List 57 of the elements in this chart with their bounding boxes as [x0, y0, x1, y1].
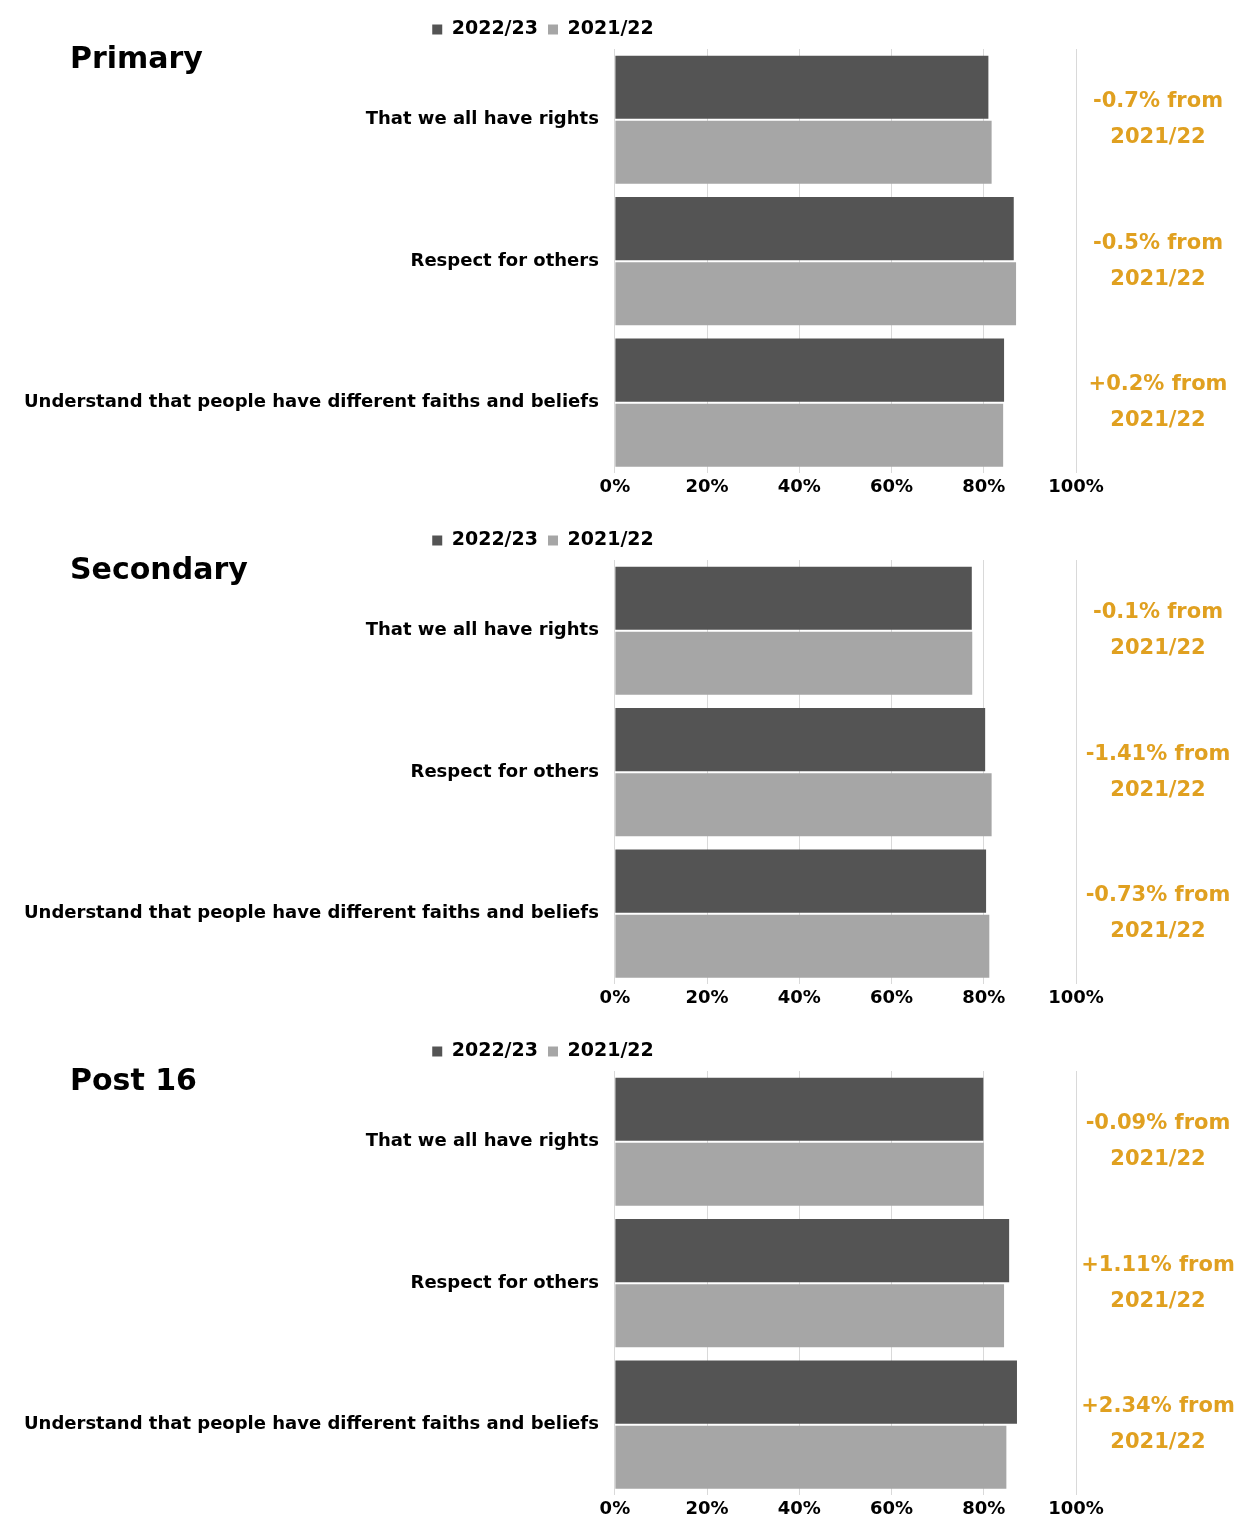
- legend-label: 2022/23: [451, 16, 538, 39]
- x-tick-label: 100%: [1048, 985, 1104, 1007]
- text: Post 16: [70, 1062, 197, 1097]
- legend-label: 2021/22: [567, 527, 654, 550]
- y-tick-label: Respect for others: [410, 1270, 599, 1292]
- bar: [615, 55, 989, 119]
- x-tick-label: 60%: [870, 474, 914, 496]
- legend-label: 2022/23: [451, 1038, 538, 1061]
- y-tick-label: That we all have rights: [365, 618, 599, 640]
- bar: [615, 1219, 1010, 1283]
- x-tick-label: 80%: [962, 985, 1006, 1007]
- text: -0.7% from 2021/22: [1092, 88, 1224, 149]
- x-tick-label: 20%: [685, 474, 729, 496]
- y-tick-label: Respect for others: [410, 759, 599, 781]
- y-tick-label: Respect for others: [410, 248, 599, 270]
- y-tick-label: That we all have rights: [365, 1129, 599, 1151]
- legend-label: 2021/22: [567, 1038, 654, 1061]
- x-tick-label: 60%: [870, 985, 914, 1007]
- x-tick-label: 40%: [777, 474, 821, 496]
- x-tick-label: 80%: [962, 1496, 1006, 1518]
- text: -0.1% from 2021/22: [1092, 599, 1224, 660]
- text: -1.41% from 2021/22: [1085, 740, 1231, 801]
- bar: [615, 262, 1017, 326]
- text: -0.73% from 2021/22: [1085, 882, 1231, 943]
- text: +0.2% from 2021/22: [1088, 371, 1228, 432]
- y-tick-label: Understand that people have different faiths and beliefs: [23, 901, 599, 923]
- x-tick-label: 40%: [777, 985, 821, 1007]
- x-tick-label: 100%: [1048, 474, 1104, 496]
- y-tick-label: Understand that people have different faiths and beliefs: [23, 1412, 599, 1434]
- bar: [615, 403, 1004, 467]
- bar: [615, 1284, 1005, 1348]
- x-tick-label: 0%: [599, 985, 631, 1007]
- text: -0.09% from 2021/22: [1085, 1110, 1231, 1171]
- y-tick-label: That we all have rights: [365, 107, 599, 129]
- x-tick-label: 0%: [599, 1496, 631, 1518]
- text: Primary: [70, 40, 203, 75]
- x-tick-label: 100%: [1048, 1496, 1104, 1518]
- y-tick-label: Understand that people have different faiths and beliefs: [23, 390, 599, 412]
- bar: [615, 1425, 1007, 1489]
- legend-label: 2021/22: [567, 16, 654, 39]
- x-tick-label: 80%: [962, 474, 1006, 496]
- x-tick-label: 20%: [685, 985, 729, 1007]
- bar: [615, 1360, 1017, 1424]
- text: -0.5% from 2021/22: [1092, 229, 1224, 290]
- bar: [615, 197, 1014, 261]
- bar: [615, 1077, 984, 1141]
- text: +2.34% from 2021/22: [1081, 1393, 1235, 1454]
- x-tick-label: 40%: [777, 1496, 821, 1518]
- bar: [615, 120, 992, 184]
- x-tick-label: 60%: [870, 1496, 914, 1518]
- text: +1.11% from 2021/22: [1081, 1251, 1235, 1312]
- legend-label: 2022/23: [451, 527, 538, 550]
- text: Secondary: [70, 551, 248, 586]
- bar: [615, 338, 1005, 402]
- x-tick-label: 20%: [685, 1496, 729, 1518]
- bar: [615, 1142, 984, 1206]
- x-tick-label: 0%: [599, 474, 631, 496]
